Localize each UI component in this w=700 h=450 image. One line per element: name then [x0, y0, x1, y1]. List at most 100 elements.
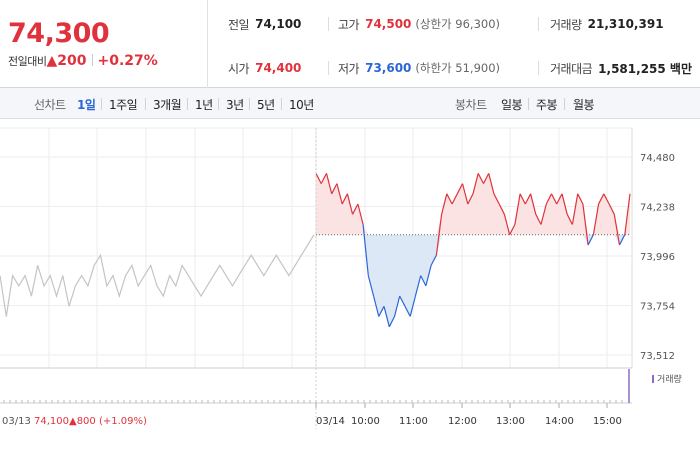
today-line-segment	[482, 173, 490, 184]
tab-monthly[interactable]: 월봉	[573, 98, 595, 112]
volume-legend-label: 거래량	[657, 373, 682, 385]
today-line-segment	[571, 193, 579, 225]
today-line-segment	[393, 295, 401, 317]
line-chart-label: 선차트	[34, 98, 66, 112]
up-area-fill	[316, 173, 630, 235]
tab-3m[interactable]: 3개월	[153, 98, 182, 112]
trade-amount: 거래대금 1,581,255 백만	[550, 46, 692, 90]
today-line-segment	[425, 265, 432, 287]
open-value: 74,400	[255, 61, 302, 75]
divider	[538, 61, 539, 75]
amount-value: 1,581,255 백만	[598, 61, 692, 76]
today-line-segment	[556, 193, 563, 205]
volume-value: 21,310,391	[587, 17, 664, 31]
change-percent: +0.27%	[97, 53, 158, 69]
today-line-segment	[561, 193, 568, 215]
x-tick-label: 14:00	[545, 416, 574, 427]
today-line-segment	[435, 214, 443, 256]
today-line-segment	[488, 173, 495, 194]
today-line-segment	[577, 193, 584, 205]
today-line-segment	[608, 203, 615, 215]
x-tick-label: 03/14	[316, 416, 345, 427]
prev-day-line	[0, 234, 315, 317]
today-line-segment	[378, 306, 385, 317]
y-tick-label: 74,238	[640, 203, 675, 214]
x-tick-label: 11:00	[399, 416, 428, 427]
today-line-segment	[414, 275, 422, 297]
tab-weekly[interactable]: 주봉	[536, 98, 558, 112]
today-line-segment	[367, 275, 375, 297]
today-line-segment	[587, 234, 594, 246]
tab-1y[interactable]: 1년	[195, 98, 213, 112]
today-line-segment	[430, 254, 437, 266]
high-value: 74,500	[365, 17, 412, 31]
today-line-segment	[514, 193, 521, 225]
volume-legend-swatch	[652, 375, 654, 383]
today-line-segment	[550, 193, 558, 205]
today-line-segment	[566, 214, 573, 225]
today-line-segment	[315, 173, 322, 184]
divider	[564, 98, 565, 110]
today-line-segment	[456, 183, 464, 195]
today-line-segment	[624, 193, 631, 235]
tab-3y[interactable]: 3년	[226, 98, 244, 112]
today-line-segment	[383, 306, 390, 327]
today-line-segment	[441, 193, 448, 215]
today-line-segment	[493, 193, 500, 205]
today-line-segment	[519, 193, 526, 205]
change-row: 전일대비▲200 +0.27%	[8, 53, 158, 69]
today-line-segment	[451, 193, 458, 205]
today-line-segment	[618, 234, 626, 246]
y-tick-label: 74,480	[640, 153, 675, 164]
chart-period-tabs: 선차트 1일 1주일 3개월 1년 3년 5년 10년 봉차트 일봉 주봉 월봉	[0, 88, 700, 119]
tab-daily[interactable]: 일봉	[501, 98, 523, 112]
low-value: 73,600	[365, 61, 412, 75]
prev-day-close: 74,100	[34, 416, 69, 427]
price-header: 74,300 전일대비▲200 +0.27% 전일 74,100 고가 74,50…	[0, 0, 700, 88]
today-line-segment	[503, 214, 511, 235]
divider	[187, 98, 188, 110]
today-line-segment	[325, 173, 333, 194]
low-label: 저가	[338, 61, 360, 76]
today-line-segment	[498, 203, 505, 215]
tab-5y[interactable]: 5년	[257, 98, 275, 112]
divider	[328, 17, 329, 31]
open-price: 시가 74,400	[228, 46, 301, 90]
today-line-segment	[545, 193, 553, 205]
today-line-segment	[461, 183, 469, 205]
today-line-segment	[540, 203, 547, 225]
today-line-segment	[420, 275, 427, 287]
change-label: 전일대비	[8, 55, 47, 68]
today-line-segment	[336, 183, 343, 205]
prev-day-change: ▲800 (+1.09%)	[69, 416, 147, 427]
divider	[145, 98, 146, 110]
divider	[91, 54, 93, 66]
divider	[249, 98, 250, 110]
tab-10y[interactable]: 10년	[289, 98, 314, 112]
lower-limit: (하한가 51,900)	[415, 61, 501, 75]
open-label: 시가	[228, 61, 250, 76]
volume: 거래량 21,310,391	[550, 2, 664, 46]
today-line-segment	[530, 193, 537, 215]
tab-1w[interactable]: 1주일	[109, 98, 138, 112]
amount-label: 거래대금	[550, 61, 593, 76]
prev-close: 전일 74,100	[228, 2, 301, 46]
today-line-segment	[409, 295, 416, 317]
y-tick-label: 73,754	[640, 302, 675, 313]
divider	[328, 61, 329, 75]
today-line-segment	[446, 193, 453, 205]
high-label: 고가	[338, 17, 360, 32]
high-price: 고가 74,500 (상한가 96,300)	[338, 2, 500, 46]
today-line-segment	[320, 173, 328, 184]
today-line-segment	[603, 193, 610, 205]
today-line-segment	[509, 224, 516, 235]
today-line-segment	[477, 173, 485, 184]
change-value: 200	[57, 53, 87, 69]
today-line-segment	[352, 203, 359, 215]
divider	[218, 98, 219, 110]
today-line-segment	[535, 214, 542, 225]
tab-1d[interactable]: 1일	[77, 98, 96, 112]
today-line-segment	[524, 193, 532, 205]
today-line-segment	[357, 203, 364, 225]
x-tick-label: 13:00	[496, 416, 525, 427]
